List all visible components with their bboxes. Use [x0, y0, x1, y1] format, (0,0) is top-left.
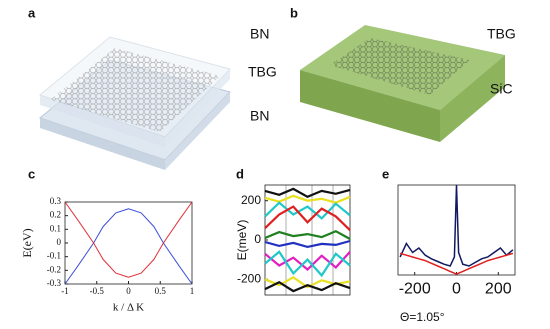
data-line [264, 251, 351, 271]
y-tick-label: 0.3 [50, 196, 62, 206]
data-line [264, 250, 351, 278]
layer-label: SiC [490, 81, 513, 97]
y-tick-label: 0 [57, 237, 62, 247]
y-tick-label: 200 [241, 193, 261, 207]
layer-label: TBG [248, 64, 277, 80]
x-tick-label: 0 [452, 281, 461, 298]
panel-letter: b [290, 5, 298, 20]
x-tick-label: 200 [485, 281, 512, 298]
panel-letter: e [382, 166, 389, 181]
panel-letter: d [236, 166, 244, 181]
data-line [64, 208, 193, 285]
x-tick-label: 0 [126, 286, 131, 296]
data-line [399, 184, 514, 267]
x-axis-label: k / Δ K [113, 302, 144, 314]
data-line [64, 201, 193, 278]
illustration-b [300, 25, 505, 142]
data-line [399, 252, 514, 275]
data-line [264, 205, 351, 231]
twist-angle: Θ=1.05° [400, 310, 445, 324]
y-tick-label: -0.3 [47, 278, 62, 288]
y-tick-label: 0.1 [50, 223, 61, 233]
x-tick-label: -0.5 [90, 286, 105, 296]
layer-label: TBG [487, 26, 516, 42]
data-line [264, 229, 351, 240]
data-line [264, 201, 351, 220]
plot-frame [64, 201, 193, 285]
y-tick-label: 0.2 [50, 210, 61, 220]
data-line [264, 280, 351, 293]
illustration-a [38, 36, 231, 170]
band-path-lines [285, 185, 334, 295]
y-tick-label: 0 [254, 232, 261, 246]
x-tick-label: 0.5 [155, 286, 167, 296]
x-tick-label: -1 [61, 286, 69, 296]
y-tick-label: -200 [237, 271, 261, 285]
panel-letter: c [28, 166, 35, 181]
y-tick-label: -0.1 [47, 251, 61, 261]
panel-letter: a [28, 5, 36, 20]
x-tick-label: -200 [399, 281, 431, 298]
x-tick-label: 1 [190, 286, 195, 296]
layer-label: BN [250, 26, 269, 42]
layer-label: BN [250, 108, 269, 124]
y-tick-label: -0.2 [47, 264, 61, 274]
data-line [264, 239, 351, 249]
y-axis-label: E(eV) [20, 228, 34, 257]
data-line [264, 187, 351, 199]
y-axis-label: E(meV) [235, 220, 249, 261]
